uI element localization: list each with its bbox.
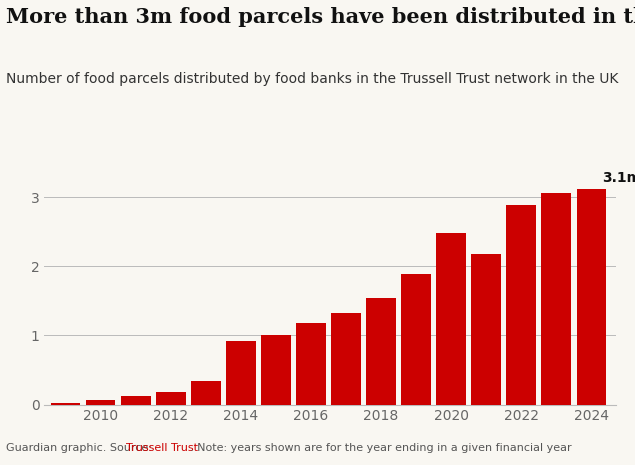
Text: More than 3m food parcels have been distributed in the past year: More than 3m food parcels have been dist… [6, 7, 635, 27]
Bar [261, 335, 291, 405]
Bar [86, 400, 116, 405]
Bar [296, 323, 326, 405]
Bar [121, 396, 150, 405]
Bar [226, 341, 256, 405]
Bar [51, 403, 81, 405]
Bar [331, 312, 361, 405]
Bar [506, 205, 536, 405]
Text: Number of food parcels distributed by food banks in the Trussell Trust network i: Number of food parcels distributed by fo… [6, 72, 618, 86]
Bar [577, 189, 606, 405]
Bar [401, 274, 431, 405]
Bar [191, 380, 220, 405]
Bar [436, 233, 466, 405]
Text: . Note: years shown are for the year ending in a given financial year: . Note: years shown are for the year end… [190, 443, 572, 453]
Text: Trussell Trust: Trussell Trust [126, 443, 198, 453]
Text: 3.1m: 3.1m [602, 171, 635, 185]
Bar [366, 298, 396, 405]
Text: Guardian graphic. Source:: Guardian graphic. Source: [6, 443, 156, 453]
Bar [471, 254, 501, 405]
Bar [542, 193, 572, 405]
Bar [156, 392, 185, 405]
